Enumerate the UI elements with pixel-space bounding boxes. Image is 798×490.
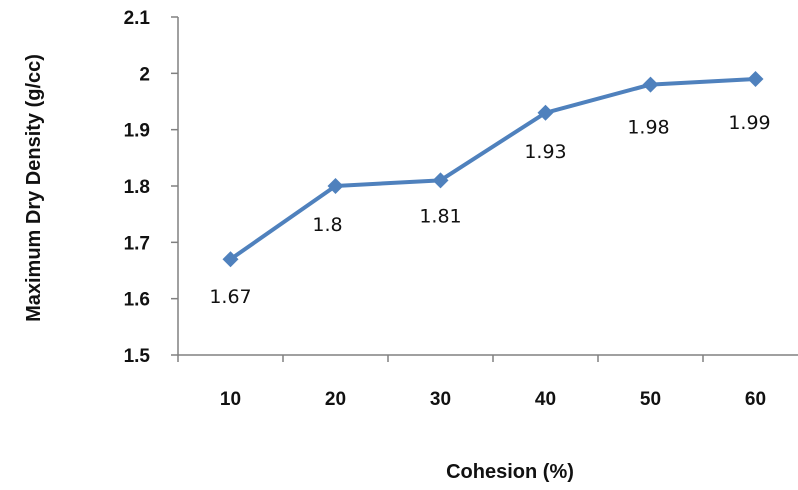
data-point-marker [432, 172, 449, 189]
data-label: 1.98 [627, 117, 669, 139]
x-tick-labels: 10 20 30 40 50 60 [220, 389, 766, 410]
data-label: 1.8 [312, 214, 342, 236]
x-tick-label: 30 [430, 389, 451, 410]
x-tick-label: 50 [640, 389, 661, 410]
y-tick-label: 1.8 [124, 177, 150, 198]
axes [171, 16, 798, 362]
y-tick-label: 1.9 [124, 121, 150, 142]
data-point-marker [327, 178, 344, 194]
x-tick-label: 40 [535, 389, 556, 410]
y-tick-label: 1.5 [124, 346, 151, 367]
data-label: 1.99 [728, 112, 770, 134]
data-label: 1.93 [524, 141, 566, 163]
x-tick-label: 20 [325, 389, 346, 410]
data-point-marker [747, 70, 764, 87]
data-labels: 1.67 1.8 1.81 1.93 1.98 1.99 [209, 112, 770, 308]
series-line [229, 76, 756, 261]
y-tick-label: 1.6 [124, 290, 150, 311]
x-tick-label: 10 [220, 389, 241, 410]
y-tick-label: 2 [139, 64, 150, 85]
x-tick-label: 60 [745, 389, 766, 410]
y-tick-label: 2.1 [124, 8, 151, 29]
data-label: 1.81 [419, 205, 461, 227]
data-label: 1.67 [209, 286, 251, 308]
y-tick-label: 1.7 [124, 233, 150, 254]
y-axis-title: Maximum Dry Density (g/cc) [23, 54, 45, 322]
y-tick-labels: 1.5 1.6 1.7 1.8 1.9 2 2.1 [124, 8, 151, 367]
x-axis-title: Cohesion (%) [446, 461, 574, 483]
data-point-marker [642, 76, 659, 93]
data-point-marker [537, 104, 554, 121]
series [222, 70, 764, 268]
data-point-marker [222, 251, 239, 268]
